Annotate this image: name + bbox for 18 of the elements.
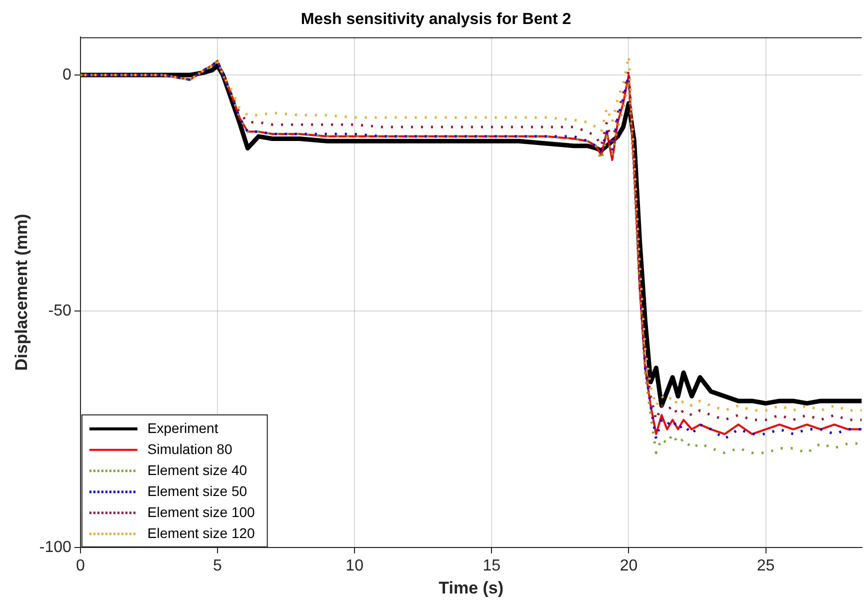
chart-title: Mesh sensitivity analysis for Bent 2 bbox=[300, 11, 572, 28]
legend-label: Element size 100 bbox=[147, 504, 256, 520]
y-tick-label: -50 bbox=[48, 302, 72, 320]
legend-label: Experiment bbox=[147, 420, 218, 436]
x-axis-title: Time (s) bbox=[438, 578, 504, 598]
legend-label: Element size 50 bbox=[147, 482, 248, 499]
x-tick-label: 5 bbox=[213, 557, 222, 574]
y-tick-label: -100 bbox=[39, 538, 72, 556]
legend-label: Element size 40 bbox=[147, 462, 248, 478]
x-tick-label: 10 bbox=[346, 557, 364, 574]
y-tick-label: 0 bbox=[62, 66, 72, 84]
x-tick-label: 0 bbox=[76, 557, 85, 574]
legend-label: Simulation 80 bbox=[147, 440, 232, 457]
legend-label: Element size 120 bbox=[147, 524, 256, 541]
y-axis-title: Displacement (mm) bbox=[12, 214, 31, 371]
x-tick-label: 20 bbox=[620, 557, 638, 574]
x-tick-label: 25 bbox=[756, 557, 775, 574]
x-tick-label: 15 bbox=[482, 557, 501, 574]
